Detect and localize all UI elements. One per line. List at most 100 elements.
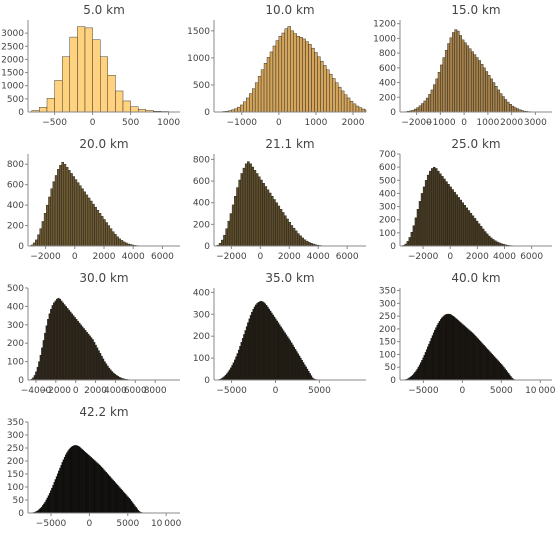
histogram-bar xyxy=(497,89,500,113)
x-tick-label: −2000 xyxy=(408,252,439,262)
histogram-bar xyxy=(286,218,289,247)
histogram-bar xyxy=(111,231,115,247)
x-tick-label: 4000 xyxy=(493,252,516,262)
x-tick-label: −5000 xyxy=(216,386,247,396)
y-tick-label: 100 xyxy=(7,483,24,493)
histogram-bar xyxy=(257,76,262,113)
histogram-bar xyxy=(329,73,333,113)
x-tick-label: −1000 xyxy=(227,118,258,128)
y-tick-label: 700 xyxy=(379,150,396,160)
histogram-bar xyxy=(435,78,439,113)
histogram-bar xyxy=(225,228,228,247)
histogram-bar xyxy=(461,39,465,113)
histogram-bar xyxy=(449,37,453,113)
histogram-bar xyxy=(47,319,50,381)
x-tick-label: 2000 xyxy=(84,386,107,396)
histogram-bar xyxy=(87,197,91,247)
histogram-bar xyxy=(246,97,250,113)
x-tick-label: 2000 xyxy=(93,252,116,262)
histogram-svg: 20.0 km −2000 0 2000 4000 6000 200 400 600 800 0 xyxy=(7,137,180,262)
x-tick-label: 1000 xyxy=(304,118,327,128)
histogram-bar xyxy=(76,182,80,247)
histogram-bar xyxy=(65,167,69,247)
histogram-bar xyxy=(352,103,357,113)
histogram-bar xyxy=(459,35,462,113)
histogram-bar xyxy=(492,239,495,247)
histogram-bar xyxy=(43,213,47,247)
y-tick-label: 0 xyxy=(390,108,396,118)
histogram-bar xyxy=(513,107,517,113)
histogram-bar xyxy=(473,54,477,113)
histogram-bar xyxy=(77,26,86,113)
histogram-bar xyxy=(94,344,97,381)
x-tick-label: 2000 xyxy=(278,252,301,262)
chart-title: 20.0 km xyxy=(79,137,128,151)
histogram-svg: 15.0 km−2000−1000 0 1000 2000 30002004006008… xyxy=(373,3,552,128)
histogram-bar xyxy=(100,355,103,381)
y-tick-label: 600 xyxy=(379,163,396,173)
histogram-bar xyxy=(485,71,489,113)
histogram-bar xyxy=(478,60,481,113)
histogram-bar xyxy=(50,308,53,381)
histogram-bar xyxy=(499,93,503,113)
histogram-bar xyxy=(50,188,54,247)
histogram-bar xyxy=(72,176,75,247)
histogram-bar xyxy=(288,221,291,247)
histogram-bar xyxy=(337,86,342,113)
histogram-bar xyxy=(444,49,448,113)
histogram-bar xyxy=(487,74,491,113)
histogram-bar xyxy=(37,234,40,247)
histogram-bar xyxy=(41,221,45,247)
histogram-bar xyxy=(440,64,443,113)
histogram-bar xyxy=(414,217,418,247)
histogram-bar xyxy=(57,169,60,247)
histogram-bar xyxy=(305,240,309,247)
histogram-bar xyxy=(485,233,489,247)
histogram-bar xyxy=(290,225,294,247)
histogram-bar xyxy=(406,241,410,247)
histogram-svg: 10.0 km −1000 0 1000 2000 500 1000 1500 0 xyxy=(187,3,367,128)
histogram-bar xyxy=(466,45,470,113)
histogram-bar xyxy=(103,219,106,247)
histogram-bar xyxy=(66,308,69,381)
x-tick-label: −5000 xyxy=(408,386,439,396)
y-tick-label: 800 xyxy=(379,49,396,59)
histogram-bar xyxy=(463,42,467,113)
y-tick-label: 300 xyxy=(379,299,396,309)
histogram-bar xyxy=(114,374,117,381)
chart-title: 35.0 km xyxy=(265,271,314,285)
histogram-bar xyxy=(234,196,237,247)
histogram-bar xyxy=(326,69,330,113)
histogram-bar xyxy=(278,36,283,113)
histogram-bar xyxy=(111,371,114,381)
histogram-bar xyxy=(296,36,300,113)
y-tick-label: 200 xyxy=(193,332,210,342)
histogram-bar xyxy=(242,167,246,247)
histogram-bar xyxy=(83,191,86,247)
histogram-bar xyxy=(39,354,42,381)
histogram-bar xyxy=(421,103,424,113)
y-tick-label: 300 xyxy=(193,310,210,320)
histogram-bar xyxy=(437,170,440,247)
panel-30km: 30.0 km −4000 −2000 0 2000 4000 6000 8000 100 200… xyxy=(0,268,186,402)
histogram-bar xyxy=(420,193,424,247)
y-tick-label: 400 xyxy=(379,79,396,89)
histogram-bar xyxy=(443,178,446,247)
histogram-bar xyxy=(51,305,54,381)
histogram-bar xyxy=(100,216,104,247)
histogram-bar xyxy=(430,89,434,113)
histogram-bar xyxy=(84,27,93,113)
histogram-bar xyxy=(320,60,324,113)
y-tick-label: 1000 xyxy=(187,54,210,64)
histogram-bar xyxy=(39,107,48,113)
x-tick-label: 2000 xyxy=(500,118,523,128)
histogram-bar xyxy=(54,300,57,381)
panel-15km: 15.0 km −2000 −1000 0 1000 2000 3000 200 400 600 8… xyxy=(372,0,558,134)
histogram-bar xyxy=(490,237,493,247)
histogram-bar xyxy=(305,41,309,113)
x-tick-label: 0 xyxy=(459,386,465,396)
y-tick-label: 200 xyxy=(7,339,24,349)
histogram-bar xyxy=(477,223,481,247)
chart-title: 30.0 km xyxy=(79,271,128,285)
histogram-bar xyxy=(509,104,512,113)
